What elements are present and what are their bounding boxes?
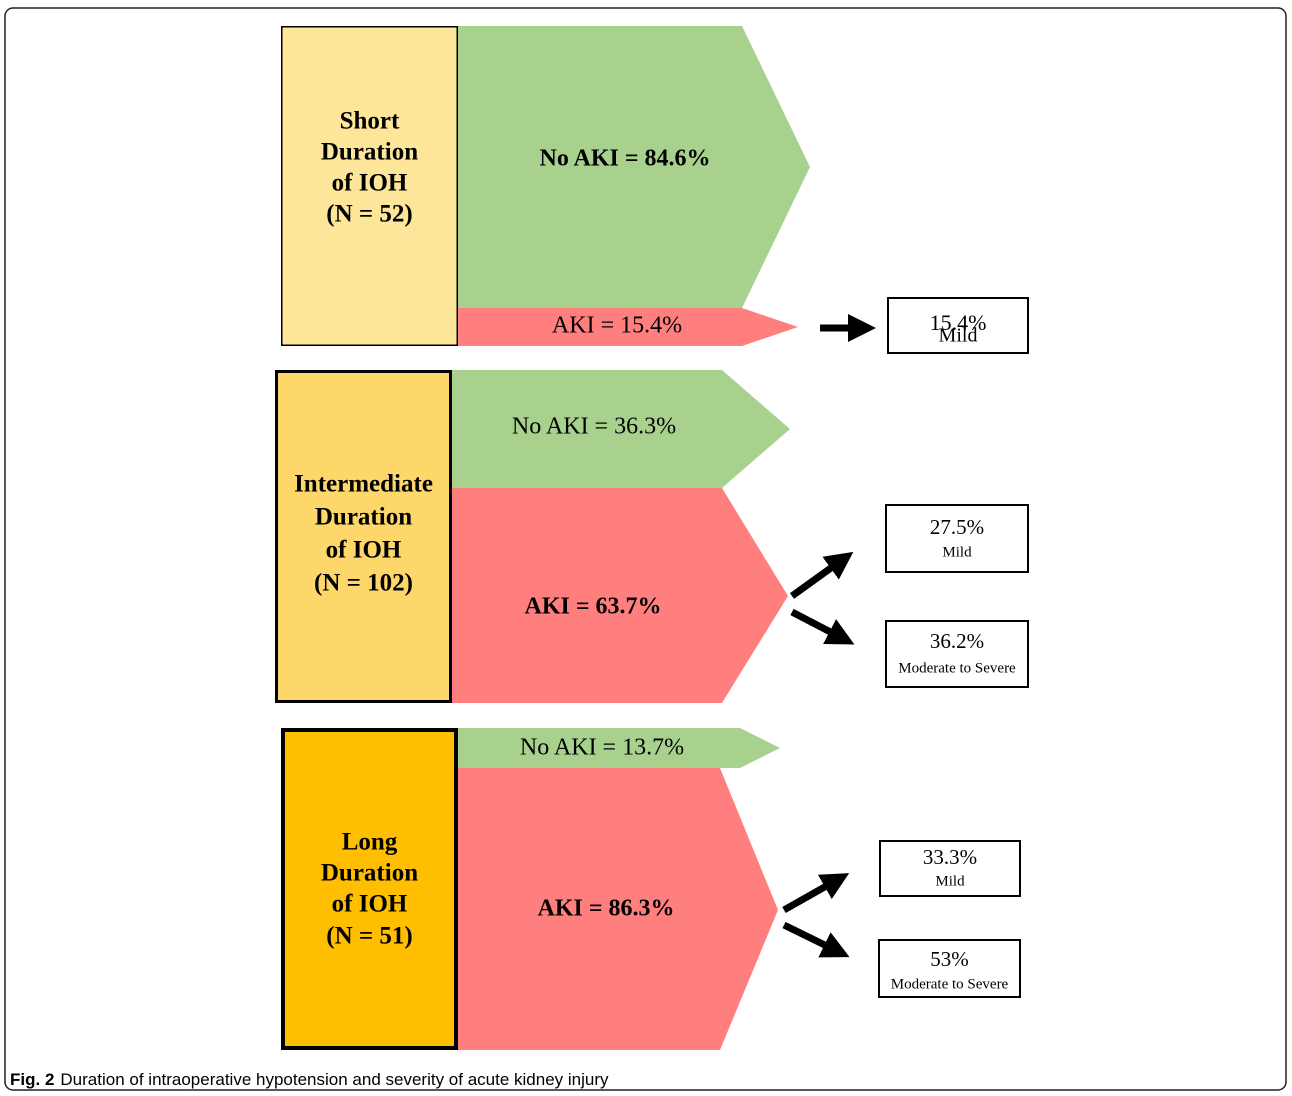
group-label: of IOH (326, 537, 402, 564)
frame (4, 7, 1287, 1091)
outcome-severity: Mild (942, 544, 972, 560)
flow-label: AKI = 63.7% (524, 594, 661, 620)
flow-label: AKI = 86.3% (537, 896, 674, 922)
outcome-percent: 33.3% (923, 845, 977, 869)
group-label: of IOH (332, 891, 408, 918)
group-label: (N = 52) (326, 201, 412, 228)
flow-arrow (458, 26, 810, 308)
group-label: (N = 102) (314, 570, 413, 597)
outcome-percent: 27.5% (930, 515, 984, 539)
flow-label: AKI = 15.4% (552, 313, 682, 339)
group-label: Intermediate (294, 471, 433, 498)
outcome-box (879, 840, 1021, 897)
outcome-percent: 53% (930, 947, 969, 971)
caption: Fig. 2 Duration of intraoperative hypoten… (10, 1070, 609, 1089)
group-label: of IOH (332, 170, 408, 197)
group-box (281, 26, 458, 346)
flow-arrow (458, 308, 798, 346)
flow-label: No AKI = 13.7% (520, 735, 684, 761)
group-label: Duration (315, 504, 412, 531)
outcome-box (887, 297, 1029, 354)
flow-label: No AKI = 36.3% (512, 414, 676, 440)
group-box (275, 370, 452, 703)
outcome-box (878, 939, 1021, 998)
group-box (281, 728, 458, 1050)
group-label: Duration (321, 139, 418, 166)
pointer-arrow (789, 551, 854, 599)
outcome-percent: 15.4% (930, 310, 987, 335)
flow-arrow (458, 728, 780, 768)
group-label: Duration (321, 860, 418, 887)
flow-arrow (458, 768, 778, 1050)
group-label: Short (340, 108, 400, 135)
pointer-arrow (782, 921, 850, 958)
group-label: (N = 51) (326, 923, 412, 950)
caption-label: Fig. 2 (10, 1070, 54, 1089)
pointer-arrow (790, 608, 855, 645)
group-label: Long (342, 829, 398, 856)
outcome-box (885, 504, 1029, 573)
outcome-severity: Moderate to Severe (891, 976, 1009, 992)
flow-arrow (452, 370, 790, 488)
flow-label: No AKI = 84.6% (539, 146, 710, 172)
pointer-arrow (782, 873, 850, 914)
outcome-severity: Moderate to Severe (898, 660, 1016, 676)
caption-text: Duration of intraoperative hypotension a… (60, 1070, 609, 1089)
flow-arrow (452, 488, 788, 703)
outcome-percent: 36.2% (930, 629, 984, 653)
outcome-severity: Mild (935, 873, 965, 889)
outcome-severity: Mild (939, 325, 978, 347)
outcome-box (885, 620, 1029, 688)
